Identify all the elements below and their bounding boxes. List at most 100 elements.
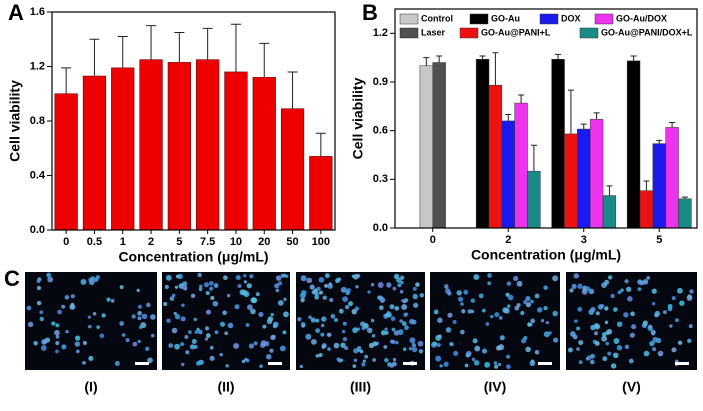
cell [267,316,274,322]
cell [131,314,136,319]
cell [372,358,376,362]
cell [345,305,350,310]
legend-label: Control [421,13,453,23]
cell [320,323,325,328]
cell [494,364,499,369]
cell [245,323,250,327]
cell [205,333,211,338]
scale-bar [135,362,149,365]
cell [351,274,356,278]
cell [642,320,648,326]
cell [412,293,418,300]
x-tick-label: 3 [581,234,587,246]
cell [457,296,464,302]
bar [224,71,248,231]
error-bar [518,94,525,104]
micrograph [430,272,560,370]
cell [110,298,115,303]
cell [198,284,203,289]
y-tick-label: 0.9 [373,76,388,88]
cell [449,342,454,346]
cell [342,321,347,326]
bar [589,119,604,229]
cell [341,329,346,334]
cell [624,344,630,350]
cell [662,310,667,315]
cell [571,283,577,290]
cell [497,362,502,367]
cell [33,340,38,346]
cell [569,288,574,293]
cell [320,332,325,337]
cell [310,317,316,323]
cell [214,330,219,335]
x-axis-title: Concentration (μg/mL) [471,247,621,263]
cell [629,332,635,338]
cell [96,325,100,329]
cell [184,334,189,340]
cell [637,279,643,285]
cell [576,347,580,351]
cell [607,275,613,280]
cell [586,355,592,360]
cell [578,340,584,346]
bar [527,170,541,229]
cell [612,352,619,359]
error-bar [656,139,663,144]
cell [402,299,407,304]
cell [329,297,334,302]
cell [371,333,376,338]
cell [677,340,683,345]
cell [226,293,231,298]
cell [121,333,126,337]
bar [488,84,503,229]
cell [473,360,480,366]
cell [306,277,313,284]
cell [651,331,656,336]
cell [360,321,366,327]
cell [496,345,502,351]
cell [490,314,494,319]
bar [577,128,591,229]
cell [576,326,581,331]
error-bar [146,25,157,60]
bar [626,60,641,229]
cell [466,350,472,357]
x-tick-label: 0.5 [87,236,102,248]
image-label: (I) [84,379,97,395]
cell [604,279,610,285]
cell [417,340,424,347]
cell [675,318,679,323]
cell [403,312,408,317]
cell [324,273,330,279]
cell [327,283,333,289]
cell [191,338,197,344]
cell [55,334,60,339]
cell [401,304,408,310]
cell [255,292,260,297]
cell [275,275,282,281]
cell [355,285,359,289]
cell [395,341,399,345]
cell [642,279,649,285]
cell [396,277,402,283]
plot-frame [394,8,698,229]
cell [379,295,383,300]
error-bar [669,122,676,128]
cell [461,309,466,314]
cell [277,300,284,306]
cell [652,302,656,306]
cell [412,286,417,291]
cell [338,308,344,314]
cell [601,332,607,337]
cell [652,336,659,343]
cell [168,343,173,348]
cell [300,275,307,282]
cell [36,279,41,284]
cell [534,293,540,299]
cell [203,282,210,288]
cell [460,329,465,335]
cell [324,283,329,288]
cell [610,293,615,299]
cell [179,342,185,347]
